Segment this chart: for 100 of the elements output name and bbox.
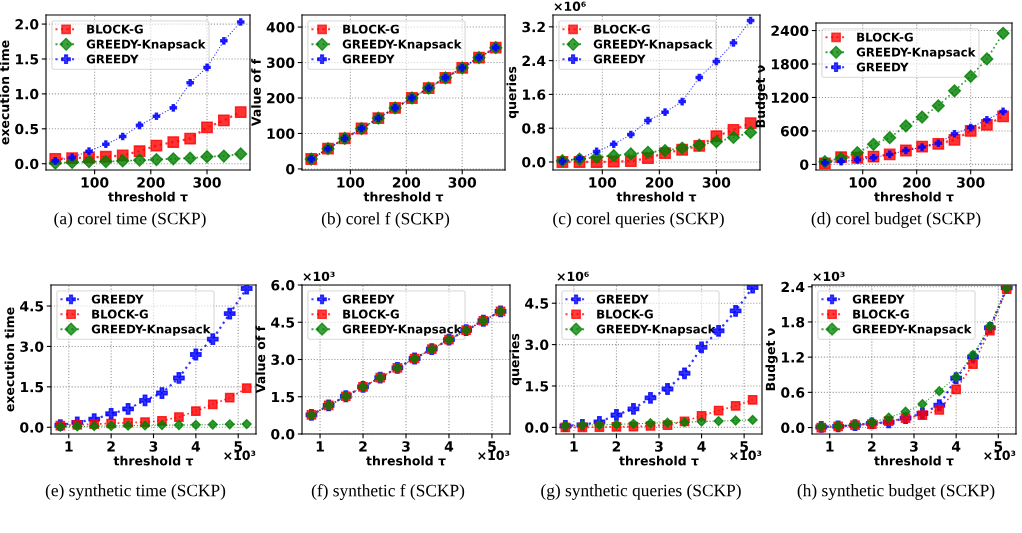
y-tick-label: 1.5 [526,381,549,392]
y-tick-label: 0.0 [20,422,44,433]
x-tick-label: 3 [910,441,918,452]
x-tick-label: 100 [81,177,109,188]
text: ×10³ [303,271,335,282]
y-tick-label: 4.5 [20,301,44,312]
x-tick-label: 5 [740,441,748,452]
x-tick-label: 200 [645,177,674,188]
y-tick-label: 4.5 [271,317,295,328]
text: ×10³ [478,450,510,461]
y-tick-label: 0 [286,163,295,175]
y-axis-title: queries [509,333,522,386]
y-axis-title: Budget ν [755,65,768,128]
legend-label: GREEDY [593,54,646,64]
x-tick-label: 3 [149,441,158,452]
y-tick-label: 1200 [771,92,809,103]
legend-label: BLOCK-G [853,309,909,319]
y-tick-label: 2400 [771,25,809,37]
text: ×10³ [730,450,762,461]
y-axis-title: Value of f [255,325,266,394]
y-tick-label: 0.8 [522,123,546,134]
x-tick-label: 3 [655,441,663,452]
text: ×10⁶ [554,1,586,12]
x-tick-label: 300 [193,177,221,188]
legend-label: GREEDY [342,294,395,304]
y-tick-label: 3.2 [522,21,545,33]
legend-label: GREEDY-Knapsack [342,324,462,336]
y-tick-label: 3.0 [271,354,295,365]
text: (g) synthetic queries (SCKP) [541,484,741,500]
x-axis-title: threshold τ [874,191,954,202]
y-tick-label: 1.5 [16,54,39,65]
y-axis-title: execution time [0,40,10,145]
y-tick-label: 2.0 [15,19,39,30]
legend-label: GREEDY [86,54,139,64]
legend-label: BLOCK-G [92,309,148,319]
legend-label: GREEDY-Knapsack [91,324,211,336]
x-tick-label: 200 [137,177,165,188]
legend-label: GREEDY [342,54,395,64]
legend-label: BLOCK-G [87,24,143,34]
x-tick-label: 5 [488,441,496,452]
x-axis-title: threshold τ [108,191,188,202]
x-axis-title: threshold τ [363,191,444,202]
y-tick-label: 2.4 [522,55,546,66]
x-tick-label: 2 [359,441,367,452]
y-tick-label: 100 [267,128,295,139]
y-tick-label: 3.0 [525,339,549,351]
text: (f) synthetic f (SCKP) [311,484,465,500]
y-axis-title: queries [506,66,519,119]
y-tick-label: 600 [780,125,809,137]
y-tick-label: 2.4 [781,281,805,293]
legend-label: BLOCK-G [343,24,399,34]
x-tick-label: 300 [957,177,985,188]
text: (h) synthetic budget (SCKP) [797,484,995,500]
x-tick-label: 1 [65,441,73,452]
x-tick-label: 100 [849,177,877,188]
legend-label: GREEDY-Knapsack [596,324,716,336]
x-tick-label: 4 [951,441,961,452]
x-tick-label: 200 [392,177,421,188]
text: (a) corel time (SCKP) [54,212,206,228]
y-tick-label: 1.5 [21,382,44,393]
x-tick-label: 4 [191,441,201,452]
x-tick-label: 1 [570,441,578,452]
x-tick-label: 1 [826,441,834,452]
x-tick-label: 2 [868,441,876,452]
legend-label: GREEDY-Knapsack [86,39,206,51]
legend-label: BLOCK-G [857,32,913,42]
legend-label: BLOCK-G [343,309,399,319]
y-tick-label: 200 [267,92,295,104]
text: (d) corel budget (SCKP) [811,212,981,228]
y-tick-label: 1.2 [782,352,804,363]
x-tick-label: 300 [448,177,477,188]
x-tick-label: 5 [234,441,243,452]
legend-label: GREEDY-Knapsack [342,39,462,51]
y-tick-label: 0.0 [525,422,549,433]
y-tick-label: 4.5 [525,298,549,309]
text: (b) corel f (SCKP) [321,212,450,228]
text: ×10³ [224,450,256,461]
y-tick-label: 0.0 [271,428,295,440]
y-tick-label: 0 [800,159,809,170]
y-tick-label: 300 [266,57,295,68]
legend-label: GREEDY [856,62,909,72]
x-tick-label: 1 [316,441,324,452]
text: ×10³ [984,450,1016,461]
y-tick-label: 6.0 [271,279,295,291]
x-axis-title: threshold τ [619,455,699,466]
x-axis-title: threshold τ [616,191,697,202]
y-tick-label: 0.0 [522,156,546,168]
text: (e) synthetic time (SCKP) [45,484,226,500]
y-tick-label: 0.0 [781,422,805,434]
text: (c) corel queries (SCKP) [553,212,724,228]
x-tick-label: 2 [612,441,621,452]
legend-label: BLOCK-G [597,309,653,319]
x-tick-label: 4 [444,441,454,452]
x-axis-title: threshold τ [874,455,954,466]
legend-label: GREEDY [596,294,649,304]
x-tick-label: 5 [994,441,1003,452]
x-axis-title: threshold τ [366,455,446,466]
x-tick-label: 200 [903,177,931,188]
x-tick-label: 4 [697,441,706,452]
legend-label: BLOCK-G [594,24,650,34]
